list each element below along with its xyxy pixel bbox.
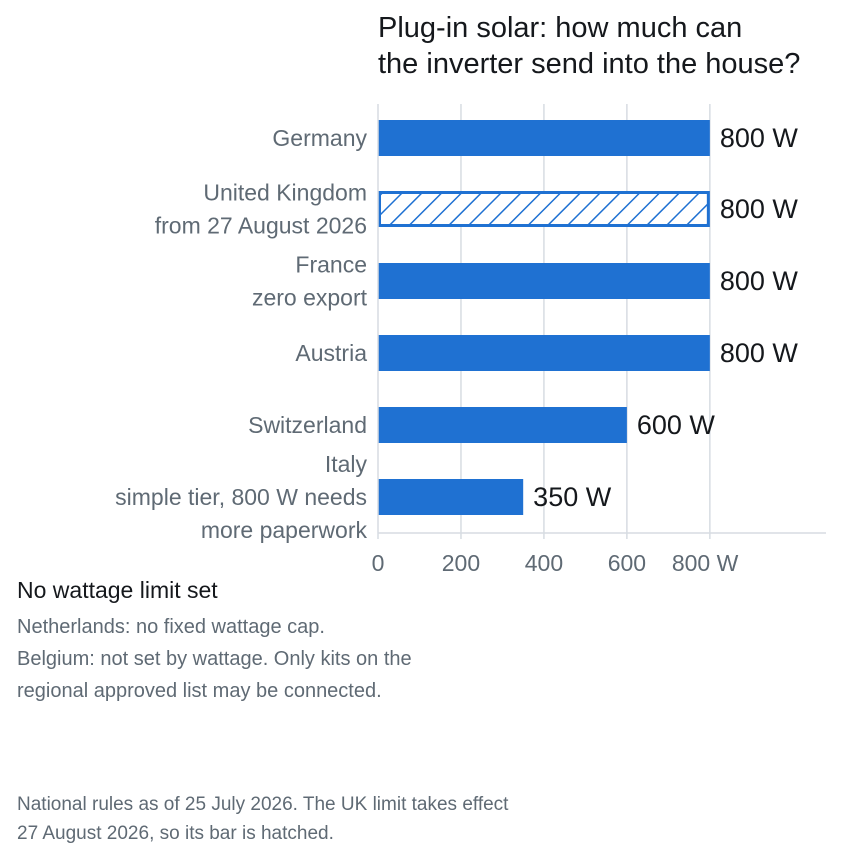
category-label: France	[295, 252, 367, 278]
bar-value-label: 800 W	[720, 266, 799, 296]
bar	[378, 479, 524, 515]
category-label: more paperwork	[201, 517, 368, 543]
x-tick-label: 400	[525, 550, 563, 576]
chart-title-line-2: the inverter send into the house?	[378, 48, 801, 80]
bar-value-label: 350 W	[533, 482, 612, 512]
category-label: Switzerland	[248, 412, 367, 438]
no-limit-panel: No wattage limit set Netherlands: no fix…	[17, 575, 517, 707]
bar-value-label: 800 W	[720, 123, 799, 153]
x-tick-label: 200	[442, 550, 480, 576]
bar	[378, 407, 627, 443]
bar	[378, 335, 710, 371]
bar-value-label: 800 W	[720, 194, 799, 224]
bar-value-label: 800 W	[720, 338, 799, 368]
chart-title: Plug-in solar: how much can the inverter…	[378, 10, 858, 82]
category-label: zero export	[252, 285, 368, 311]
category-label: Germany	[272, 125, 367, 151]
category-label: from 27 August 2026	[155, 213, 367, 239]
footnote-line-1: National rules as of 25 July 2026. The U…	[17, 794, 509, 815]
belgium-note-line-1: Belgium: not set by wattage. Only kits o…	[17, 648, 412, 670]
bar-value-label: 600 W	[637, 410, 716, 440]
chart-title-line-1: Plug-in solar: how much can	[378, 12, 743, 44]
bar	[378, 263, 710, 299]
category-label: Italy	[325, 451, 368, 477]
category-label: United Kingdom	[203, 180, 367, 206]
category-label: Austria	[295, 340, 367, 366]
x-tick-label: 800 W	[672, 550, 739, 576]
x-tick-label: 0	[372, 550, 385, 576]
category-label: simple tier, 800 W needs	[115, 484, 367, 510]
footnote-line-2: 27 August 2026, so its bar is hatched.	[17, 823, 334, 844]
belgium-note-line-2: regional approved list may be connected.	[17, 680, 382, 702]
bar-chart: 800 W Germany 800 W United Kingdom from 27 A…	[115, 104, 826, 576]
x-tick-label: 600	[608, 550, 646, 576]
bar	[378, 191, 710, 227]
bar	[378, 120, 710, 156]
netherlands-note: Netherlands: no fixed wattage cap.	[17, 616, 325, 638]
footnote: National rules as of 25 July 2026. The U…	[17, 790, 637, 848]
no-limit-heading: No wattage limit set	[17, 577, 218, 603]
